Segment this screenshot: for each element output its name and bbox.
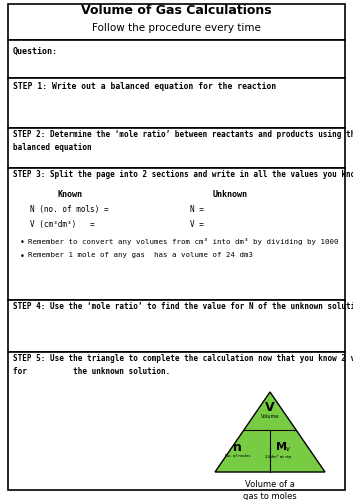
Text: Known: Known [58, 190, 83, 199]
FancyBboxPatch shape [8, 78, 345, 128]
Text: No. of moles: No. of moles [225, 454, 250, 458]
Text: STEP 4: Use the ‘mole ratio’ to find the value for N of the unknown solution: STEP 4: Use the ‘mole ratio’ to find the… [13, 302, 353, 311]
FancyBboxPatch shape [8, 352, 345, 490]
Text: for          the unknown solution.: for the unknown solution. [13, 367, 170, 376]
FancyBboxPatch shape [8, 4, 345, 40]
Text: Volume: Volume [261, 414, 279, 418]
Text: v: v [285, 446, 289, 452]
Text: M: M [276, 442, 287, 452]
FancyBboxPatch shape [8, 300, 345, 352]
Polygon shape [215, 392, 325, 472]
Text: STEP 5: Use the triangle to complete the calculation now that you know 2 values: STEP 5: Use the triangle to complete the… [13, 354, 353, 363]
Text: STEP 3: Split the page into 2 sections and write in all the values you know:: STEP 3: Split the page into 2 sections a… [13, 170, 353, 179]
Text: STEP 1: Write out a balanced equation for the reaction: STEP 1: Write out a balanced equation fo… [13, 82, 276, 91]
Text: STEP 2: Determine the ‘mole ratio’ between reactants and products using the
bala: STEP 2: Determine the ‘mole ratio’ betwe… [13, 130, 353, 152]
FancyBboxPatch shape [8, 40, 345, 78]
Text: Unknown: Unknown [213, 190, 247, 199]
Text: n: n [233, 440, 242, 454]
Text: Follow the procedure every time: Follow the procedure every time [92, 23, 261, 33]
Text: •: • [20, 252, 25, 261]
Text: V =: V = [190, 220, 204, 229]
Text: Volume of Gas Calculations: Volume of Gas Calculations [81, 4, 272, 16]
Text: N (no. of mols) =: N (no. of mols) = [30, 205, 109, 214]
Text: 24dm³ at rtp: 24dm³ at rtp [265, 454, 291, 458]
Text: •: • [20, 238, 25, 247]
Text: V (cm³dm³)   =: V (cm³dm³) = [30, 220, 95, 229]
Text: V: V [265, 400, 275, 413]
FancyBboxPatch shape [8, 168, 345, 300]
Text: Volume of a
gas to moles: Volume of a gas to moles [243, 480, 297, 500]
FancyBboxPatch shape [8, 128, 345, 168]
Text: Question:: Question: [13, 47, 58, 56]
Text: N =: N = [190, 205, 204, 214]
Text: Remember to convert any volumes from cm³ into dm³ by dividing by 1000: Remember to convert any volumes from cm³… [28, 238, 339, 245]
Text: Remember 1 mole of any gas  has a volume of 24 dm3: Remember 1 mole of any gas has a volume … [28, 252, 253, 258]
